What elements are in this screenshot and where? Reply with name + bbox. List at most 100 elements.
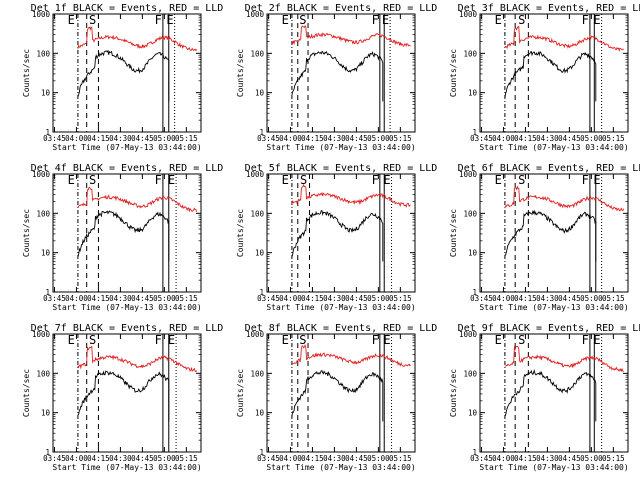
- panel-title: Det 8f BLACK = Events, RED = LLD: [245, 323, 438, 334]
- marker-f: F: [582, 173, 589, 187]
- series-lld-line: [504, 345, 624, 373]
- x-tick-label: 05:15: [175, 454, 198, 463]
- x-tick-label: 04:15: [514, 134, 537, 143]
- marker-s: S: [299, 333, 306, 347]
- marker-s: S: [89, 333, 96, 347]
- y-tick-label: 100: [250, 49, 264, 58]
- marker-e-start: E: [282, 13, 289, 27]
- x-tick-label: 04:30: [536, 134, 559, 143]
- marker-e-start: E: [68, 13, 75, 27]
- x-tick-label: 04:15: [87, 454, 110, 463]
- y-tick-label: 1000: [246, 330, 265, 339]
- series-events-line: [77, 370, 170, 422]
- y-tick-label: 100: [463, 49, 477, 58]
- marker-e-end: E: [383, 173, 390, 187]
- marker-e-end: E: [593, 333, 600, 347]
- x-tick-label: 04:30: [536, 454, 559, 463]
- y-tick-label: 10: [255, 249, 265, 258]
- x-tick-label: 04:00: [65, 134, 88, 143]
- x-tick-label: 05:00: [153, 454, 176, 463]
- panel-title: Det 9f BLACK = Events, RED = LLD: [458, 323, 640, 334]
- x-tick-label: 05:00: [367, 134, 390, 143]
- marker-s: S: [518, 173, 525, 187]
- y-axis-label: Counts/sec: [22, 209, 31, 257]
- marker-f: F: [582, 333, 589, 347]
- x-tick-label: 04:15: [87, 294, 110, 303]
- x-axis-label: Start Time (07-May-13 03:44:00): [266, 303, 415, 312]
- plot-frame: [52, 13, 202, 133]
- y-tick-label: 10: [41, 409, 51, 418]
- panel-title: Det 5f BLACK = Events, RED = LLD: [245, 163, 438, 174]
- y-tick-label: 1000: [459, 10, 478, 19]
- marker-s: S: [518, 13, 525, 27]
- marker-e-start: E: [68, 173, 75, 187]
- y-tick-label: 1000: [246, 170, 265, 179]
- x-tick-label: 04:00: [279, 454, 302, 463]
- panel-det-8: Det 8f BLACK = Events, RED = LLD 1 10 100 10…: [236, 323, 437, 472]
- y-tick-label: 1000: [32, 10, 51, 19]
- x-tick-label: 04:30: [323, 454, 346, 463]
- series-events-line: [291, 210, 384, 262]
- x-axis-label: Start Time (07-May-13 03:44:00): [479, 463, 628, 472]
- panel-det-2: Det 2f BLACK = Events, RED = LLD 1 10 100 10…: [236, 3, 437, 152]
- series-lld-line: [77, 186, 198, 213]
- marker-f: F: [155, 173, 162, 187]
- x-tick-label: 04:45: [558, 454, 581, 463]
- marker-e-end: E: [166, 13, 173, 27]
- x-tick-label: 04:00: [492, 134, 515, 143]
- panel-det-3: Det 3f BLACK = Events, RED = LLD 1 10 100 10…: [449, 3, 640, 152]
- y-tick-label: 10: [41, 89, 51, 98]
- x-tick-label: 04:00: [492, 454, 515, 463]
- marker-e-start: E: [282, 333, 289, 347]
- x-tick-label: 03:45: [470, 294, 493, 303]
- y-tick-label: 10: [468, 249, 478, 258]
- series-events-line: [504, 209, 597, 262]
- y-axis-label: Counts/sec: [22, 369, 31, 417]
- marker-e-end: E: [382, 13, 389, 27]
- marker-f: F: [372, 173, 379, 187]
- x-tick-label: 03:45: [257, 454, 280, 463]
- panel-det-4: Det 4f BLACK = Events, RED = LLD 1 10 100 10…: [22, 163, 223, 312]
- series-events-line: [504, 50, 597, 102]
- x-tick-label: 05:15: [175, 294, 198, 303]
- series-lld-line: [504, 25, 624, 53]
- x-tick-label: 04:45: [345, 454, 368, 463]
- marker-f: F: [155, 13, 162, 27]
- x-tick-label: 04:15: [301, 294, 324, 303]
- series-events-line: [77, 210, 170, 262]
- x-tick-label: 03:45: [43, 294, 66, 303]
- panel-det-1: Det 1f BLACK = Events, RED = LLD 1 10 100 10…: [22, 3, 223, 152]
- x-axis-label: Start Time (07-May-13 03:44:00): [479, 143, 628, 152]
- y-tick-label: 100: [36, 209, 50, 218]
- y-tick-label: 100: [250, 369, 264, 378]
- marker-f: F: [155, 333, 162, 347]
- x-tick-label: 04:15: [301, 134, 324, 143]
- y-axis-label: Counts/sec: [236, 209, 245, 257]
- x-axis-label: Start Time (07-May-13 03:44:00): [266, 143, 415, 152]
- series-events-line: [504, 368, 597, 422]
- marker-e-end: E: [383, 333, 390, 347]
- y-tick-label: 1: [472, 128, 477, 137]
- y-tick-label: 1: [472, 448, 477, 457]
- x-axis-label: Start Time (07-May-13 03:44:00): [52, 463, 201, 472]
- panel-det-7: Det 7f BLACK = Events, RED = LLD 1 10 100 10…: [22, 323, 223, 472]
- x-tick-label: 04:30: [109, 454, 132, 463]
- x-tick-label: 04:00: [65, 454, 88, 463]
- y-axis-label: Counts/sec: [449, 209, 458, 257]
- series-events-line: [77, 49, 170, 102]
- y-axis-label: Counts/sec: [236, 49, 245, 97]
- y-axis-label: Counts/sec: [22, 49, 31, 97]
- y-tick-label: 1: [45, 288, 50, 297]
- panel-det-9: Det 9f BLACK = Events, RED = LLD 1 10 100 10…: [449, 323, 640, 472]
- x-tick-label: 05:00: [153, 134, 176, 143]
- marker-e-end: E: [168, 173, 175, 187]
- x-tick-label: 05:15: [602, 294, 625, 303]
- x-tick-label: 05:00: [580, 454, 603, 463]
- x-tick-label: 04:30: [323, 294, 346, 303]
- x-tick-label: 05:00: [367, 294, 390, 303]
- x-tick-label: 05:15: [389, 134, 412, 143]
- panel-det-6: Det 6f BLACK = Events, RED = LLD 1 10 100 10…: [449, 163, 640, 312]
- y-tick-label: 1: [45, 448, 50, 457]
- y-tick-label: 10: [41, 249, 51, 258]
- marker-s: S: [89, 13, 96, 27]
